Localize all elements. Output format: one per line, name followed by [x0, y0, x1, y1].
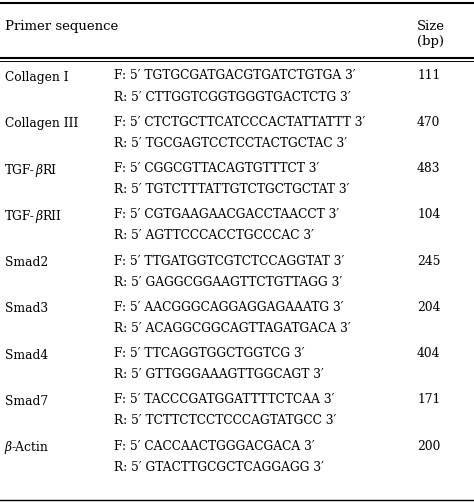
Text: R: 5′ GAGGCGGAAGTTCTGTTAGG 3′: R: 5′ GAGGCGGAAGTTCTGTTAGG 3′: [114, 276, 342, 289]
Text: Smad3: Smad3: [5, 302, 48, 315]
Text: R: 5′ AGTTCCCACCTGCCCAC 3′: R: 5′ AGTTCCCACCTGCCCAC 3′: [114, 229, 314, 242]
Text: F: 5′ CGGCGTTACAGTGTTTCT 3′: F: 5′ CGGCGTTACAGTGTTTCT 3′: [114, 162, 319, 175]
Text: F: 5′ CGTGAAGAACGACCTAACCT 3′: F: 5′ CGTGAAGAACGACCTAACCT 3′: [114, 208, 339, 221]
Text: F: 5′ TTGATGGTCGTCTCCAGGTAT 3′: F: 5′ TTGATGGTCGTCTCCAGGTAT 3′: [114, 255, 344, 268]
Text: Smad2: Smad2: [5, 256, 48, 269]
Text: 245: 245: [417, 255, 441, 268]
Text: Smad4: Smad4: [5, 349, 48, 362]
Text: R: 5′ TGTCTTTATTGTCTGCTGCTAT 3′: R: 5′ TGTCTTTATTGTCTGCTGCTAT 3′: [114, 183, 349, 196]
Text: R: 5′ GTTGGGAAAGTTGGCAGT 3′: R: 5′ GTTGGGAAAGTTGGCAGT 3′: [114, 368, 324, 381]
Text: F: 5′ CACCAACTGGGACGACA 3′: F: 5′ CACCAACTGGGACGACA 3′: [114, 440, 314, 453]
Text: TGF-: TGF-: [5, 210, 35, 223]
Text: F: 5′ CTCTGCTTCATCCCACTATTATTT 3′: F: 5′ CTCTGCTTCATCCCACTATTATTT 3′: [114, 116, 365, 129]
Text: R: 5′ GTACTTGCGCTCAGGAGG 3′: R: 5′ GTACTTGCGCTCAGGAGG 3′: [114, 461, 324, 474]
Text: Collagen III: Collagen III: [5, 117, 78, 130]
Text: Size
(bp): Size (bp): [417, 20, 445, 48]
Text: TGF-: TGF-: [5, 163, 35, 177]
Text: RII: RII: [42, 210, 61, 223]
Text: F: 5′ TGTGCGATGACGTGATCTGTGA 3′: F: 5′ TGTGCGATGACGTGATCTGTGA 3′: [114, 69, 356, 82]
Text: 204: 204: [417, 301, 441, 314]
Text: 200: 200: [417, 440, 440, 453]
Text: 470: 470: [417, 116, 440, 129]
Text: Primer sequence: Primer sequence: [5, 20, 118, 33]
Text: 104: 104: [417, 208, 440, 221]
Text: F: 5′ AACGGGCAGGAGGAGAAATG 3′: F: 5′ AACGGGCAGGAGGAGAAATG 3′: [114, 301, 343, 314]
Text: β: β: [36, 163, 43, 177]
Text: 483: 483: [417, 162, 441, 175]
Text: 404: 404: [417, 347, 441, 360]
Text: 111: 111: [417, 69, 440, 82]
Text: R: 5′ ACAGGCGGCAGTTAGATGACA 3′: R: 5′ ACAGGCGGCAGTTAGATGACA 3′: [114, 322, 350, 335]
Text: -Actin: -Actin: [11, 441, 48, 454]
Text: R: 5′ TGCGAGTCCTCCTACTGCTAC 3′: R: 5′ TGCGAGTCCTCCTACTGCTAC 3′: [114, 137, 347, 150]
Text: R: 5′ TCTTCTCCTCCCAGTATGCC 3′: R: 5′ TCTTCTCCTCCCAGTATGCC 3′: [114, 414, 336, 428]
Text: β: β: [5, 441, 12, 454]
Text: Collagen I: Collagen I: [5, 71, 68, 84]
Text: β: β: [36, 210, 43, 223]
Text: 171: 171: [417, 393, 440, 406]
Text: RI: RI: [42, 163, 56, 177]
Text: R: 5′ CTTGGTCGGTGGGTGACTCTG 3′: R: 5′ CTTGGTCGGTGGGTGACTCTG 3′: [114, 91, 350, 104]
Text: F: 5′ TTCAGGTGGCTGGTCG 3′: F: 5′ TTCAGGTGGCTGGTCG 3′: [114, 347, 304, 360]
Text: Smad7: Smad7: [5, 395, 48, 408]
Text: F: 5′ TACCCGATGGATTTTCTCAA 3′: F: 5′ TACCCGATGGATTTTCTCAA 3′: [114, 393, 334, 406]
